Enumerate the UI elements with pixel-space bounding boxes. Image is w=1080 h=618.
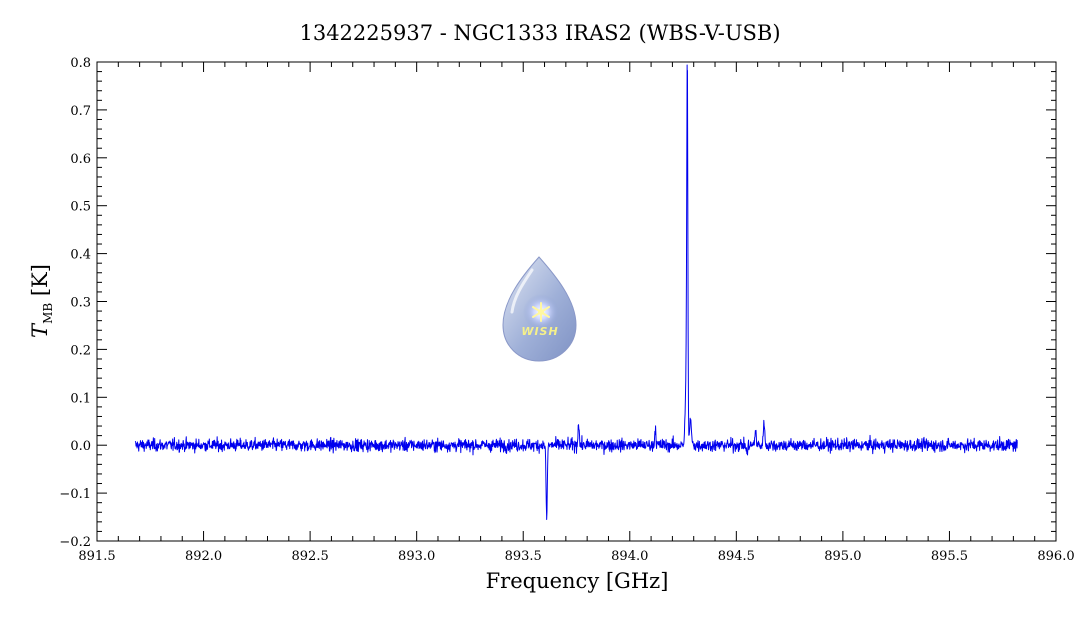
y-tick-label: 0.5 [70, 200, 91, 215]
y-tick-label: 0.1 [70, 391, 91, 406]
y-tick-label: −0.2 [59, 535, 91, 550]
y-axis-symbol: T [28, 322, 52, 338]
y-tick-label: 0.6 [70, 152, 91, 167]
x-tick-label: 894.0 [611, 549, 648, 564]
x-axis-label: Frequency [GHz] [486, 569, 669, 593]
y-axis-label: TMB [K] [28, 264, 55, 338]
y-tick-label: 0.2 [70, 343, 91, 358]
y-tick-label: 0.3 [70, 296, 91, 311]
wish-logo: WISH [502, 256, 577, 362]
plot-frame [96, 61, 1057, 542]
x-tick-label: 895.5 [931, 549, 968, 564]
y-axis-unit: [K] [28, 264, 52, 296]
logo-text: WISH [521, 325, 558, 338]
x-tick-label: 894.5 [718, 549, 755, 564]
y-tick-label: −0.1 [59, 487, 91, 502]
spectrum-line [134, 64, 1019, 520]
x-tick-label: 893.5 [505, 549, 542, 564]
x-tick-label: 896.0 [1037, 549, 1074, 564]
y-axis-subscript: MB [41, 303, 55, 324]
y-tick-label: 0.7 [70, 104, 91, 119]
x-tick-label: 892.5 [292, 549, 329, 564]
x-tick-label: 892.0 [185, 549, 222, 564]
x-tick-label: 893.0 [398, 549, 435, 564]
x-tick-label: 895.0 [824, 549, 861, 564]
y-tick-label: 0.4 [70, 248, 91, 263]
chart-title: 1342225937 - NGC1333 IRAS2 (WBS-V-USB) [299, 21, 780, 45]
x-tick-label: 891.5 [78, 549, 115, 564]
y-tick-label: 0.0 [70, 439, 91, 454]
y-tick-label: 0.8 [70, 56, 91, 71]
